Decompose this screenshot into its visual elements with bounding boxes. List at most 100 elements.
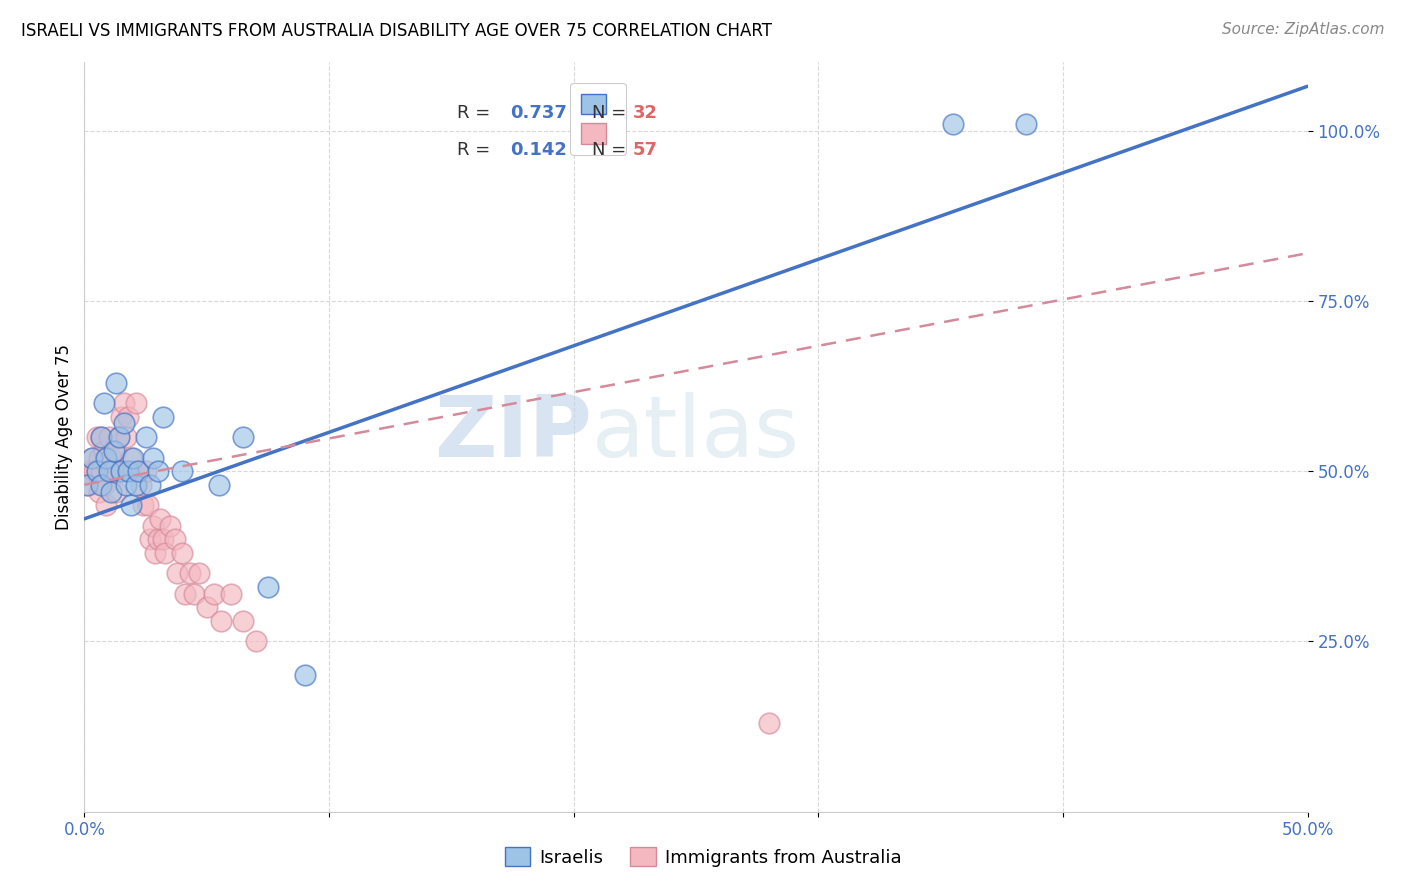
Point bbox=[90, 430, 112, 444]
Point bbox=[120, 498, 142, 512]
Text: N =: N = bbox=[592, 141, 631, 159]
Point bbox=[159, 518, 181, 533]
Point bbox=[232, 430, 254, 444]
Text: R =: R = bbox=[457, 103, 496, 121]
Point bbox=[87, 450, 110, 465]
Point bbox=[146, 533, 169, 547]
Point bbox=[105, 376, 128, 390]
Text: ZIP: ZIP bbox=[434, 392, 592, 475]
Point bbox=[80, 450, 103, 465]
Text: 0.737: 0.737 bbox=[510, 103, 567, 121]
Point bbox=[93, 396, 115, 410]
Point bbox=[77, 477, 100, 491]
Point bbox=[135, 430, 157, 444]
Point bbox=[97, 464, 120, 478]
Point bbox=[125, 477, 148, 491]
Point bbox=[90, 464, 112, 478]
Point bbox=[183, 587, 205, 601]
Point bbox=[80, 450, 103, 465]
Point bbox=[107, 430, 129, 444]
Text: Source: ZipAtlas.com: Source: ZipAtlas.com bbox=[1222, 22, 1385, 37]
Point bbox=[129, 477, 152, 491]
Point bbox=[146, 464, 169, 478]
Point bbox=[127, 464, 149, 478]
Point bbox=[97, 430, 120, 444]
Point bbox=[112, 417, 135, 431]
Point bbox=[110, 409, 132, 424]
Text: 57: 57 bbox=[633, 141, 658, 159]
Point bbox=[93, 477, 115, 491]
Legend: Israelis, Immigrants from Australia: Israelis, Immigrants from Australia bbox=[498, 840, 908, 874]
Point bbox=[127, 464, 149, 478]
Point bbox=[110, 464, 132, 478]
Point bbox=[209, 614, 232, 628]
Point bbox=[132, 498, 155, 512]
Point bbox=[152, 533, 174, 547]
Point bbox=[172, 546, 194, 560]
Point bbox=[195, 600, 218, 615]
Point bbox=[122, 450, 145, 465]
Point bbox=[97, 464, 120, 478]
Point bbox=[93, 443, 115, 458]
Point bbox=[120, 450, 142, 465]
Point bbox=[122, 464, 145, 478]
Point bbox=[294, 668, 316, 682]
Text: atlas: atlas bbox=[592, 392, 800, 475]
Point bbox=[96, 498, 118, 512]
Point bbox=[76, 464, 98, 478]
Point bbox=[90, 430, 112, 444]
Point bbox=[100, 450, 122, 465]
Point bbox=[139, 477, 162, 491]
Point bbox=[110, 464, 132, 478]
Point bbox=[117, 464, 139, 478]
Point bbox=[76, 477, 98, 491]
Point bbox=[942, 117, 965, 131]
Point bbox=[202, 587, 225, 601]
Point bbox=[139, 533, 162, 547]
Point bbox=[163, 533, 186, 547]
Point bbox=[143, 546, 166, 560]
Point bbox=[125, 396, 148, 410]
Point bbox=[96, 450, 118, 465]
Point bbox=[149, 512, 172, 526]
Point bbox=[142, 518, 165, 533]
Point bbox=[115, 477, 138, 491]
Point bbox=[86, 430, 108, 444]
Point bbox=[117, 409, 139, 424]
Point bbox=[245, 634, 267, 648]
Point bbox=[136, 498, 159, 512]
Point bbox=[1015, 117, 1038, 131]
Text: R =: R = bbox=[457, 141, 496, 159]
Point bbox=[142, 450, 165, 465]
Point bbox=[105, 484, 128, 499]
Text: ISRAELI VS IMMIGRANTS FROM AUSTRALIA DISABILITY AGE OVER 75 CORRELATION CHART: ISRAELI VS IMMIGRANTS FROM AUSTRALIA DIS… bbox=[21, 22, 772, 40]
Point bbox=[100, 464, 122, 478]
Point bbox=[90, 477, 112, 491]
Point bbox=[115, 430, 138, 444]
Point bbox=[107, 430, 129, 444]
Text: 0.142: 0.142 bbox=[510, 141, 567, 159]
Point bbox=[208, 477, 231, 491]
Point bbox=[153, 546, 176, 560]
Text: N =: N = bbox=[592, 103, 631, 121]
Point bbox=[87, 484, 110, 499]
Point bbox=[96, 450, 118, 465]
Point bbox=[172, 464, 194, 478]
Y-axis label: Disability Age Over 75: Disability Age Over 75 bbox=[55, 344, 73, 530]
Point bbox=[219, 587, 242, 601]
Point bbox=[86, 464, 108, 478]
Point bbox=[83, 464, 105, 478]
Point bbox=[103, 443, 125, 458]
Point bbox=[100, 484, 122, 499]
Text: 32: 32 bbox=[633, 103, 658, 121]
Point bbox=[173, 587, 195, 601]
Point bbox=[112, 396, 135, 410]
Point bbox=[257, 580, 280, 594]
Point bbox=[232, 614, 254, 628]
Point bbox=[188, 566, 211, 581]
Point bbox=[103, 464, 125, 478]
Legend: , : , bbox=[569, 83, 626, 155]
Point bbox=[86, 464, 108, 478]
Point bbox=[105, 443, 128, 458]
Point bbox=[758, 716, 780, 731]
